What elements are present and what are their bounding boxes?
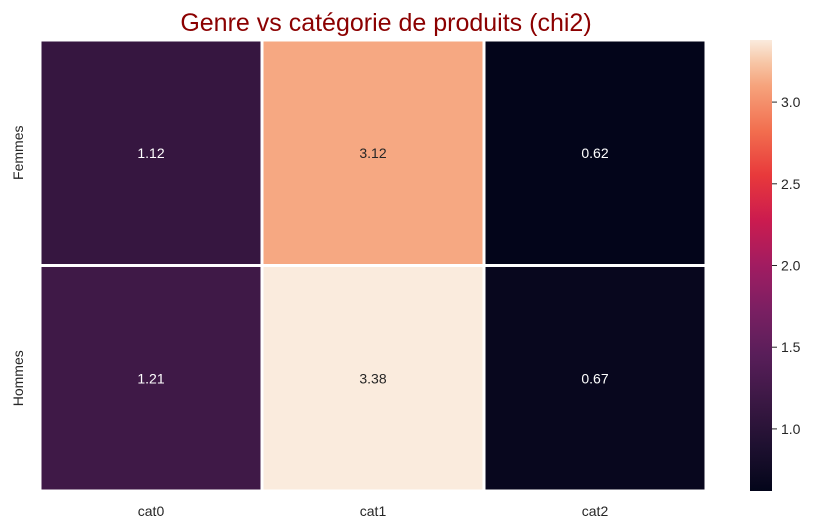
heatmap-cell-femmes-cat2 bbox=[482, 38, 708, 267]
cell-value-label: 1.12 bbox=[137, 145, 164, 161]
x-tick-label: cat0 bbox=[138, 503, 165, 519]
colorbar-tick-label: 2.5 bbox=[781, 176, 801, 192]
colorbar-tick-label: 2.0 bbox=[781, 258, 801, 274]
heatmap-cells: 1.12 3.12 0.62 1.21 3.38 0.67 bbox=[38, 38, 708, 493]
heatmap-cell-hommes-cat0 bbox=[38, 264, 264, 493]
heatmap-cell-femmes-cat1 bbox=[260, 38, 486, 267]
x-tick-label: cat2 bbox=[582, 503, 609, 519]
cell-value-label: 0.67 bbox=[581, 370, 608, 386]
cell-value-label: 3.38 bbox=[359, 370, 386, 386]
heatmap-cell-hommes-cat2 bbox=[482, 264, 708, 493]
colorbar: 1.0 1.5 2.0 2.5 3.0 bbox=[750, 40, 801, 491]
colorbar-gradient bbox=[750, 40, 772, 491]
x-tick-label: cat1 bbox=[360, 503, 387, 519]
heatmap-cell-hommes-cat1 bbox=[260, 264, 486, 493]
colorbar-tick-label: 1.0 bbox=[781, 421, 801, 437]
cell-value-label: 3.12 bbox=[359, 145, 386, 161]
y-tick-label: Hommes bbox=[10, 350, 26, 406]
cell-value-label: 0.62 bbox=[581, 145, 608, 161]
cell-value-label: 1.21 bbox=[137, 370, 164, 386]
x-axis-ticks: cat0 cat1 cat2 bbox=[138, 503, 609, 519]
colorbar-ticks: 1.0 1.5 2.0 2.5 3.0 bbox=[772, 94, 801, 437]
colorbar-tick-label: 1.5 bbox=[781, 339, 801, 355]
heatmap-cell-femmes-cat0 bbox=[38, 38, 264, 267]
colorbar-tick-label: 3.0 bbox=[781, 94, 801, 110]
y-axis-ticks: Femmes Hommes bbox=[10, 126, 26, 407]
y-tick-label: Femmes bbox=[10, 126, 26, 180]
chart-title: Genre vs catégorie de produits (chi2) bbox=[180, 9, 591, 37]
